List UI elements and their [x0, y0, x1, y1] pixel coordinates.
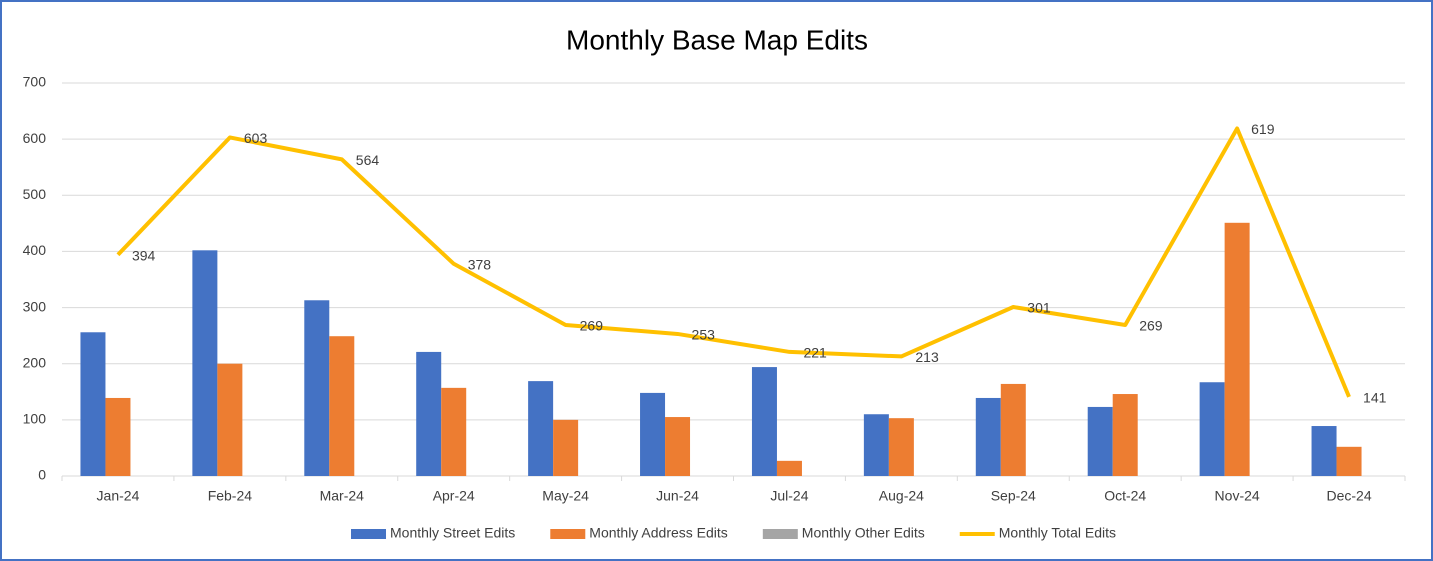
data-label: 603 [244, 130, 268, 146]
x-tick-label: Feb-24 [208, 488, 253, 504]
y-tick-label: 500 [23, 186, 47, 202]
x-tick-label: Jun-24 [656, 488, 699, 504]
bar [640, 392, 666, 476]
bar [441, 387, 467, 476]
y-tick-label: 300 [23, 298, 47, 314]
legend: Monthly Street Edits Monthly Address Edit… [351, 525, 1116, 541]
bar [1199, 382, 1225, 476]
data-label: 564 [356, 152, 380, 168]
chart-title: Monthly Base Map Edits [566, 24, 868, 55]
bar [217, 363, 243, 476]
data-label: 394 [132, 248, 156, 264]
x-tick-label: Oct-24 [1104, 488, 1146, 504]
bar [665, 417, 691, 476]
x-tick-label: May-24 [542, 488, 589, 504]
legend-label: Monthly Other Edits [802, 525, 925, 541]
y-tick-label: 700 [23, 74, 47, 90]
y-tick-label: 400 [23, 242, 47, 258]
bar [863, 414, 889, 476]
bar [80, 332, 106, 476]
y-tick-label: 200 [23, 354, 47, 370]
data-label: 269 [580, 318, 604, 334]
bar [751, 367, 777, 476]
data-label: 141 [1363, 390, 1387, 406]
bar [975, 397, 1001, 476]
x-tick-label: Jul-24 [770, 488, 808, 504]
x-tick-label: Aug-24 [879, 488, 924, 504]
line [116, 126, 1351, 398]
bar [553, 419, 579, 476]
y-tick-label: 0 [38, 467, 46, 483]
x-tick-label: Nov-24 [1215, 488, 1260, 504]
data-label: 221 [803, 345, 827, 361]
x-tick-label: Jan-24 [97, 488, 140, 504]
legend-swatch [351, 529, 387, 539]
y-tick-label: 100 [23, 411, 47, 427]
bar [1311, 426, 1337, 476]
data-label: 269 [1139, 318, 1163, 334]
legend-swatch [550, 529, 586, 539]
bar [105, 397, 131, 476]
bar [1112, 394, 1138, 476]
data-label: 213 [915, 349, 939, 365]
data-label: 378 [468, 256, 492, 272]
data-label: 301 [1027, 300, 1051, 316]
bar [192, 250, 218, 476]
x-tick-label: Apr-24 [433, 488, 475, 504]
data-label: 619 [1251, 121, 1275, 137]
bar [528, 381, 554, 476]
bar [416, 351, 442, 476]
legend-label: Monthly Total Edits [999, 525, 1116, 541]
bar [1336, 446, 1362, 476]
x-tick-label: Dec-24 [1326, 488, 1371, 504]
bar [776, 460, 802, 476]
legend-swatch [762, 529, 798, 539]
data-label: 253 [692, 327, 716, 343]
x-tick-label: Sep-24 [991, 488, 1036, 504]
bar [304, 300, 330, 476]
bar [329, 336, 355, 476]
x-tick-label: Mar-24 [320, 488, 365, 504]
y-tick-label: 600 [23, 130, 47, 146]
bar [1000, 383, 1026, 476]
bar [1224, 222, 1250, 476]
legend-label: Monthly Address Edits [589, 525, 728, 541]
bar [1087, 406, 1113, 476]
legend-label: Monthly Street Edits [390, 525, 515, 541]
bar [888, 418, 914, 476]
